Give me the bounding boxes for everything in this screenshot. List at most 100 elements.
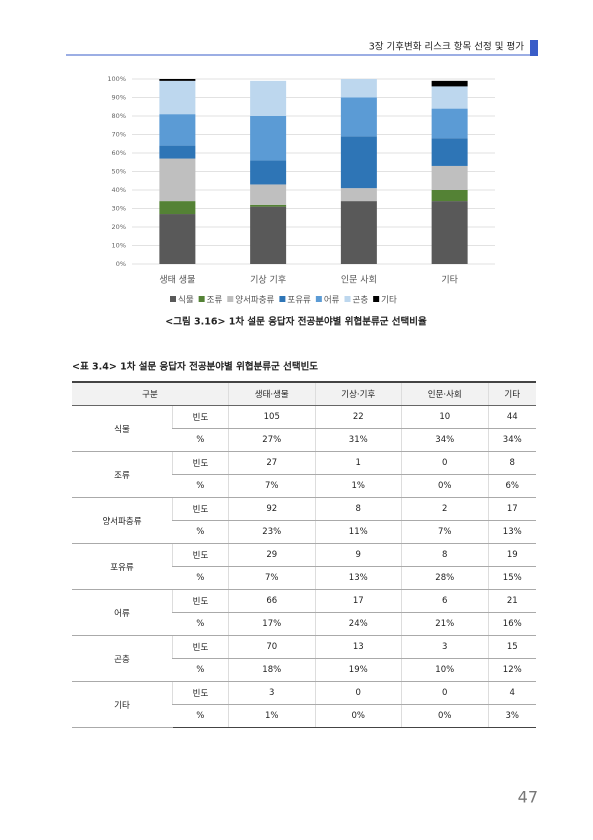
cell: 13%	[314, 566, 402, 590]
bar-segment	[431, 165, 468, 190]
cell: 0%	[401, 704, 488, 728]
table-row: % 18% 19% 10% 12%	[72, 658, 536, 682]
cell: 2	[401, 497, 488, 521]
cell: 24%	[314, 612, 402, 636]
cell: 8	[487, 451, 536, 475]
group-cell: 식물	[72, 405, 173, 452]
header-cell: 기상·기후	[314, 381, 402, 406]
legend-swatch	[170, 296, 176, 302]
cell: 15%	[487, 566, 536, 590]
bar-segment	[159, 114, 196, 146]
cell: 31%	[314, 428, 402, 452]
bar-segment	[159, 201, 196, 215]
cell: 8	[401, 543, 488, 567]
y-tick-label: 50%	[112, 168, 126, 176]
cell: 빈도	[172, 451, 229, 475]
chart: 0% 10% 20% 30% 40% 50% 60% 70% 80% 90% 100% 생태 생물 기상…	[107, 75, 495, 306]
cell: 빈도	[172, 589, 229, 613]
bar-segment	[431, 201, 468, 264]
header-cell: 인문·사회	[401, 381, 488, 406]
cell: 1%	[228, 704, 315, 728]
cell: 17	[487, 497, 536, 521]
cell: 0%	[314, 704, 402, 728]
legend-swatch	[279, 296, 286, 302]
legend-label: 기타	[381, 296, 397, 306]
table-row: 곤충 빈도 70 13 3 15	[72, 635, 536, 682]
cell: 17%	[228, 612, 315, 636]
cell: 1%	[314, 474, 402, 498]
cell: 6	[401, 589, 488, 613]
x-tick-label: 생태 생물	[159, 275, 195, 286]
x-tick-label: 기상 기후	[250, 275, 286, 286]
cell: 18%	[228, 658, 315, 682]
cell: 34%	[401, 428, 488, 452]
cell: 22	[314, 405, 402, 429]
cell: 92	[228, 497, 315, 521]
table-row: 조류 빈도 27 1 0 8	[72, 451, 536, 498]
cell: 19	[487, 543, 536, 567]
table-row: % 7% 1% 0% 6%	[72, 474, 536, 498]
legend-label: 포유류	[287, 296, 311, 306]
legend-label: 식물	[178, 296, 194, 306]
cell: 7%	[228, 474, 315, 498]
bar-segment	[250, 160, 287, 185]
bar-segment	[340, 97, 377, 137]
bar-segment	[159, 79, 196, 81]
header-title: 3장 기후변화 리스크 항목 선정 및 평가	[369, 41, 525, 53]
cell: 3	[228, 681, 315, 705]
bar-segment	[431, 86, 468, 109]
cell: 28%	[401, 566, 488, 590]
legend-label: 곤충	[353, 296, 369, 306]
cell: 27%	[228, 428, 315, 452]
legend-swatch	[344, 296, 351, 302]
bar-segment	[250, 116, 287, 161]
cell: %	[172, 612, 229, 636]
y-tick-label: 20%	[112, 223, 126, 231]
group-cell: 기타	[72, 681, 173, 728]
legend-label: 양서파충류	[235, 295, 274, 306]
cell: %	[172, 428, 229, 452]
y-tick-label: 90%	[112, 94, 126, 102]
cell: 105	[228, 405, 315, 429]
page-number: 47	[518, 788, 538, 807]
y-tick-label: 10%	[112, 242, 126, 250]
cell: 빈도	[172, 635, 229, 659]
cell: 4	[487, 681, 536, 705]
header-block	[530, 40, 538, 56]
cell: 21	[487, 589, 536, 613]
table-row: % 17% 24% 21% 16%	[72, 612, 536, 636]
cell: 3%	[487, 704, 536, 728]
figure-caption: <그림 3.16> 1차 설문 응답자 전공분야별 위협분류군 선택비율	[165, 316, 427, 328]
table-row: 기타 빈도 3 0 0 4	[72, 681, 536, 728]
header-row: 구분 생태·생물 기상·기후 인문·사회 기타	[72, 381, 536, 406]
cell: 7%	[228, 566, 315, 590]
cell: 13%	[487, 520, 536, 544]
cell: %	[172, 566, 229, 590]
legend-label: 어류	[324, 295, 340, 306]
cell: 10	[401, 405, 488, 429]
cell: 23%	[228, 520, 315, 544]
bar-segment	[250, 204, 287, 207]
legend-swatch	[315, 296, 322, 302]
bar-segment	[340, 188, 377, 202]
y-tick-label: 70%	[112, 131, 126, 139]
bar-segment	[340, 136, 377, 189]
bar-segment	[250, 184, 287, 205]
x-tick-label: 기타	[441, 275, 458, 286]
legend-swatch	[373, 296, 380, 302]
y-tick-label: 0%	[116, 260, 126, 268]
cell: %	[172, 474, 229, 498]
table-row: 식물 빈도 105 22 10 44	[72, 405, 536, 452]
cell: 44	[487, 405, 536, 429]
bar-segment	[250, 80, 287, 116]
bar-segment	[159, 145, 196, 159]
group-cell: 양서파충류	[72, 497, 173, 544]
bar-segment	[250, 206, 287, 264]
cell: 3	[401, 635, 488, 659]
cell: 빈도	[172, 681, 229, 705]
x-tick-label: 인문 사회	[341, 275, 377, 286]
header-cell: 구분	[72, 381, 229, 406]
cell: 12%	[487, 658, 536, 682]
data-table: 구분 생태·생물 기상·기후 인문·사회 기타 식물 빈도 105 22 10 44% 27% 31% 3…	[72, 381, 536, 728]
group-cell: 포유류	[72, 543, 173, 590]
